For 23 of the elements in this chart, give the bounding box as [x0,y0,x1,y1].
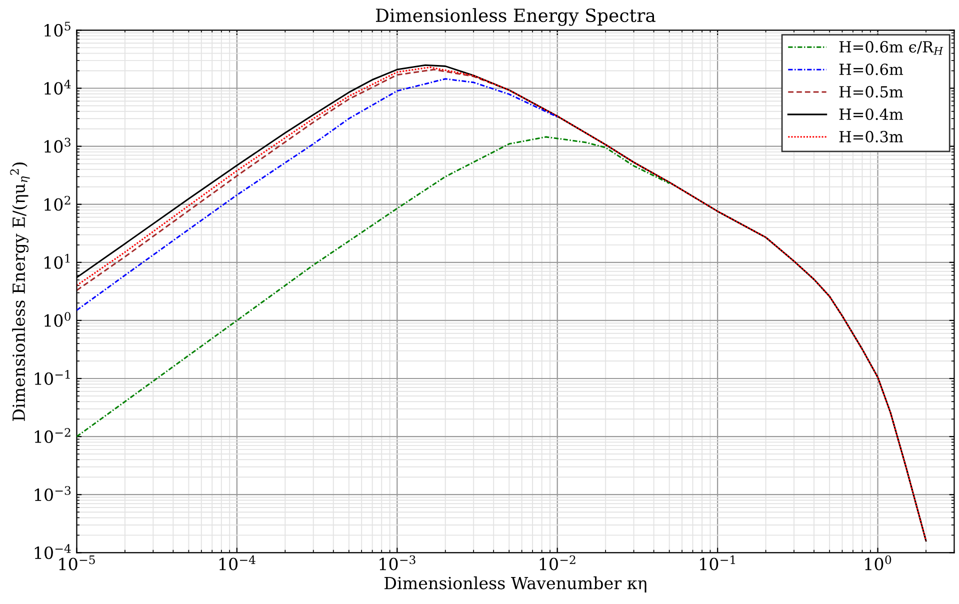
legend-label: H=0.6m ϵ/R$_{H}$ [839,41,944,55]
x-tick-label: 10$^{−1}$ [700,555,735,570]
y-tick-label: 10$^{1}$ [44,254,70,269]
y-tick-label: 10$^{4}$ [44,80,71,95]
legend-label: H=0.3m [839,130,904,142]
y-tick-label: 10$^{−2}$ [34,428,70,444]
x-tick-label: 10$^{−3}$ [380,555,416,570]
legend-label: H=0.4m [839,108,904,120]
x-tick-label: 10$^{0}$ [865,555,892,570]
y-tick-label: 10$^{3}$ [44,138,70,153]
y-tick-label: 10$^{−1}$ [34,370,70,385]
y-tick-label: 10$^{2}$ [44,196,70,211]
x-tick-label: 10$^{−5}$ [59,556,95,570]
y-tick-label: 10$^{5}$ [44,22,70,37]
legend-label: H=0.6m [839,64,904,76]
x-axis-title: Dimensionless Wavenumber κη [384,576,646,593]
y-tick-label: 10$^{−3}$ [34,486,71,502]
legend-label: H=0.5m [839,86,904,98]
y-axis-title: Dimensionless Energy E/(ηu$_{η}$$^{2}$) [10,162,30,421]
y-tick-label: 10$^{0}$ [44,312,71,327]
chart-title: Dimensionless Energy Spectra [376,8,656,26]
x-tick-label: 10$^{−2}$ [540,555,576,570]
x-tick-label: 10$^{−4}$ [219,555,256,570]
